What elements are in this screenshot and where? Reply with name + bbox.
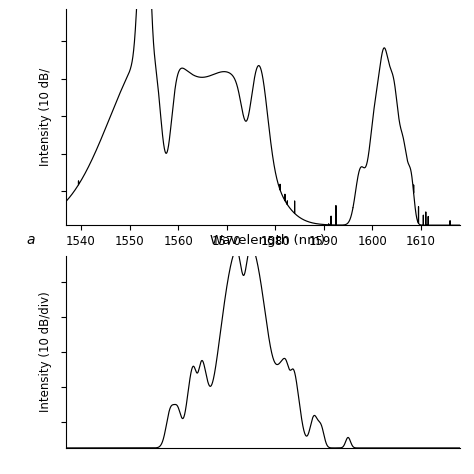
Y-axis label: Intensity (10 dB/: Intensity (10 dB/ [39,68,53,166]
Text: a: a [26,233,35,247]
Text: Wavelength (nm): Wavelength (nm) [210,234,325,247]
Y-axis label: Intensity (10 dB/div): Intensity (10 dB/div) [39,292,53,412]
